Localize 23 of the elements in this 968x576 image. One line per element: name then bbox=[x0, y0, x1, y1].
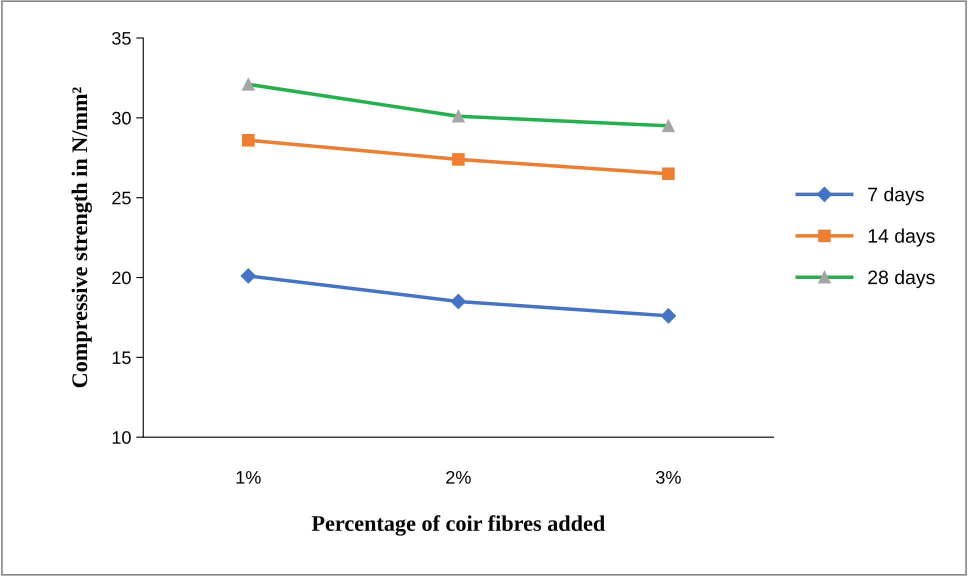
point bbox=[242, 78, 255, 91]
x-tick-label: 3% bbox=[656, 470, 681, 484]
y-tick-label: 30 bbox=[112, 112, 131, 125]
y-axis-title: Compressive strength in N/mm² bbox=[72, 87, 92, 388]
y-tick-label: 25 bbox=[112, 192, 131, 204]
point bbox=[240, 268, 256, 284]
point bbox=[242, 134, 255, 146]
y-tick-label: 10 bbox=[112, 431, 131, 444]
legend-label: 14 days bbox=[868, 228, 935, 247]
y-tick-label: 20 bbox=[112, 271, 131, 284]
legend-label: 28 days bbox=[868, 270, 935, 288]
legend-label: 7 days bbox=[868, 187, 924, 206]
x-axis-title: Percentage of coir fibres added bbox=[312, 515, 606, 536]
point bbox=[662, 167, 675, 180]
x-tick-label: 1% bbox=[236, 471, 261, 484]
x-tick-label: 2% bbox=[446, 470, 471, 484]
point bbox=[662, 120, 675, 132]
point bbox=[452, 153, 465, 166]
point bbox=[452, 110, 465, 123]
y-tick-label: 35 bbox=[112, 32, 131, 45]
y-tick-label: 15 bbox=[112, 351, 131, 364]
point bbox=[450, 294, 466, 310]
point bbox=[660, 308, 676, 324]
